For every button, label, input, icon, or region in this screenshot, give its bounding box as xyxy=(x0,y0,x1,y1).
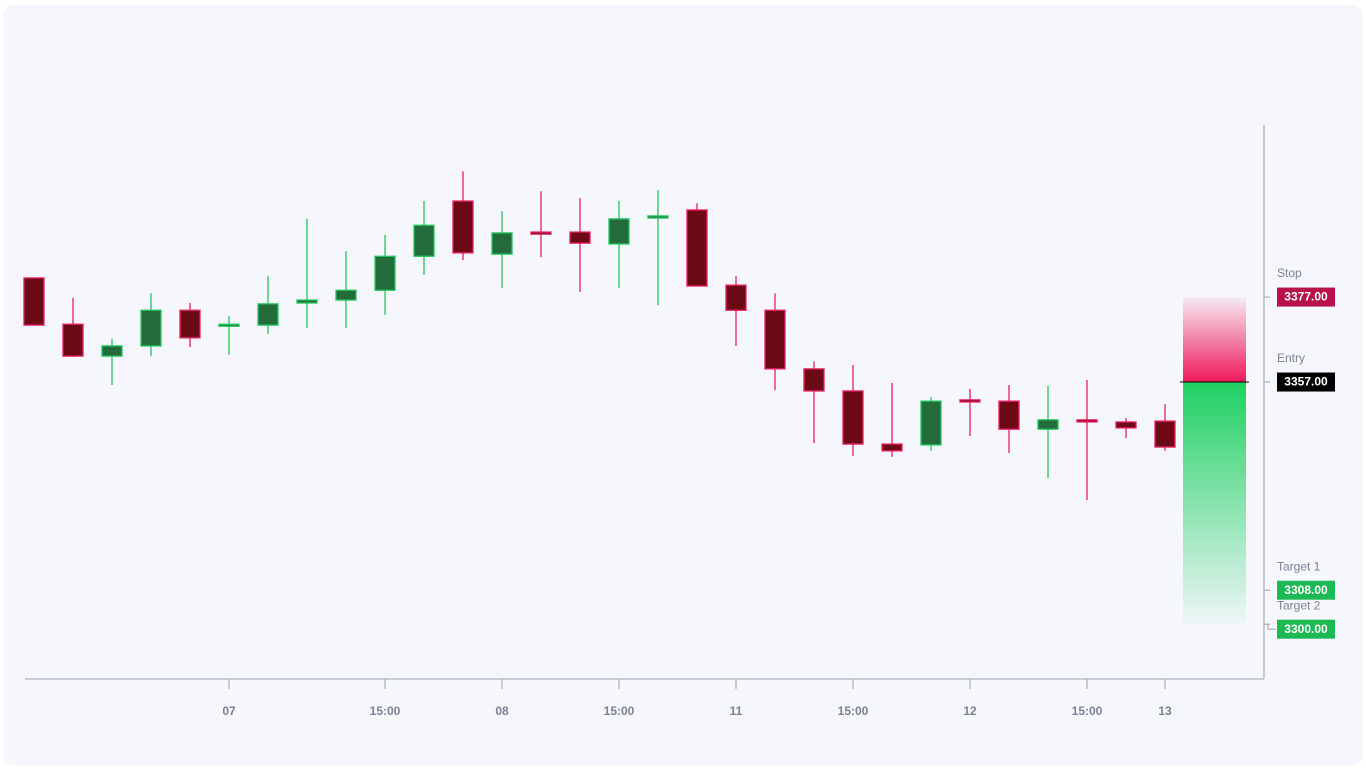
candle-body xyxy=(140,309,162,347)
candle-body xyxy=(452,200,474,254)
panel xyxy=(3,5,1363,765)
candle-body xyxy=(23,277,45,326)
level-box xyxy=(1277,372,1335,392)
candle-body xyxy=(491,232,513,255)
candle-body xyxy=(959,399,981,403)
candle-body xyxy=(881,443,903,452)
candle-body xyxy=(257,303,279,326)
candle-body xyxy=(530,231,552,235)
candle-body xyxy=(803,368,825,392)
candle-body xyxy=(335,289,357,301)
x-tick-label: 07 xyxy=(222,704,236,718)
candle-body xyxy=(296,299,318,304)
candle-body xyxy=(218,323,240,327)
candle-body xyxy=(998,400,1020,430)
candle-body xyxy=(842,390,864,445)
level-box xyxy=(1277,287,1335,307)
x-tick-label: 13 xyxy=(1158,704,1172,718)
level-name: Stop xyxy=(1277,266,1302,280)
level-label: 3300.00 xyxy=(1284,622,1328,636)
x-tick-label: 15:00 xyxy=(1072,704,1103,718)
candle-body xyxy=(62,323,84,357)
candle-body xyxy=(608,218,630,245)
x-tick-label: 11 xyxy=(730,704,743,718)
candle-body xyxy=(725,284,747,311)
level-label: 3308.00 xyxy=(1284,583,1328,597)
level-name: Target 2 xyxy=(1277,598,1321,612)
candle-body xyxy=(179,309,201,339)
candle-body xyxy=(1037,419,1059,430)
candle-body xyxy=(647,215,669,219)
level-box xyxy=(1277,580,1335,600)
level-name: Target 1 xyxy=(1277,559,1321,573)
candle-body xyxy=(1154,420,1176,448)
level-box xyxy=(1277,619,1335,639)
level-name: Entry xyxy=(1277,351,1305,365)
x-tick-label: 15:00 xyxy=(604,704,635,718)
level-label: 3357.00 xyxy=(1284,375,1328,389)
candle-body xyxy=(101,345,123,357)
x-tick-label: 12 xyxy=(963,704,977,718)
candle-body xyxy=(1115,421,1137,429)
candle-body xyxy=(374,255,396,291)
x-tick-label: 15:00 xyxy=(838,704,869,718)
stop-zone xyxy=(1183,297,1246,383)
candle-body xyxy=(413,224,435,257)
x-tick-label: 08 xyxy=(495,704,509,718)
candle-body xyxy=(920,400,942,446)
target-zone xyxy=(1183,382,1246,625)
candle-body xyxy=(686,209,708,287)
level-connector xyxy=(1267,624,1276,630)
candle-body xyxy=(764,309,786,370)
x-tick-label: 15:00 xyxy=(370,704,401,718)
candle-body xyxy=(1076,419,1098,423)
level-label: 3377.00 xyxy=(1284,290,1328,304)
candle-body xyxy=(569,231,591,244)
